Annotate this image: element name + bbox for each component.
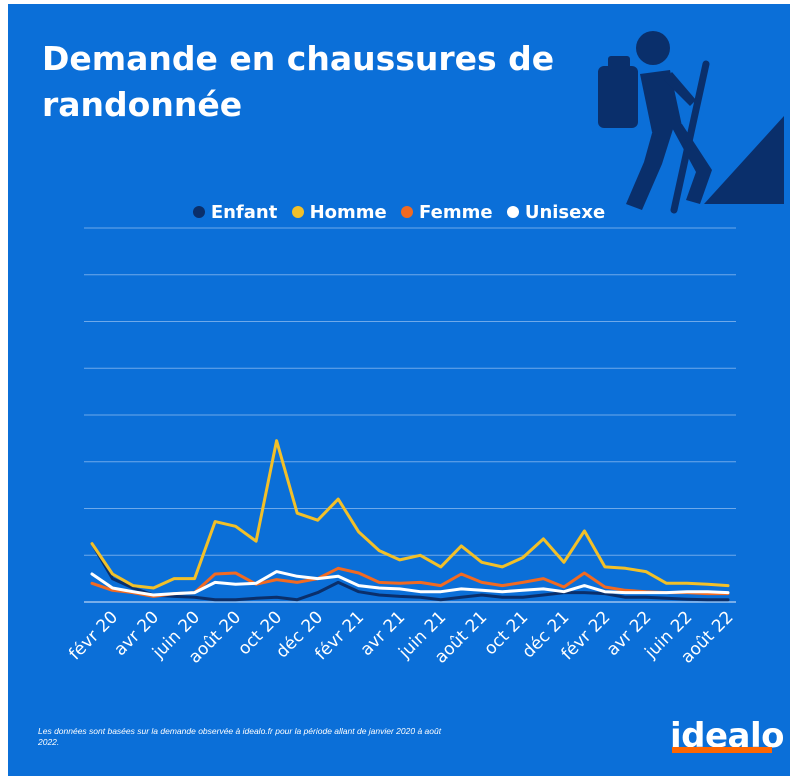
legend-dot-icon [506,206,519,218]
chart-title: Demande en chaussures de randonnée [42,39,555,124]
hiker-backpack [598,66,638,128]
legend-unisexe: Unisexe [506,202,605,223]
legend-dot-icon [192,206,205,218]
hiker-head [636,31,670,65]
series-line-unisexe [90,570,730,597]
legend-enfant: Enfant [192,202,277,223]
footnote: Les données sont basées sur la demande o… [38,726,442,747]
legend-femme: Femme [401,202,493,223]
legend-dot-icon [291,206,304,218]
logo-underline [672,747,772,753]
x-tick-label: févr 20 [65,607,122,664]
series-line-homme [90,439,730,590]
mountain-icon [704,116,784,204]
legend-dot-icon [401,206,414,218]
chart-legend: Enfant Homme Femme Unisexe [8,202,790,223]
legend-homme: Homme [291,202,387,223]
hiker-icon [598,31,784,214]
series-line-enfant [90,542,730,602]
infographic-card: Demande en chaussures de randonnée Enfan… [8,4,790,776]
